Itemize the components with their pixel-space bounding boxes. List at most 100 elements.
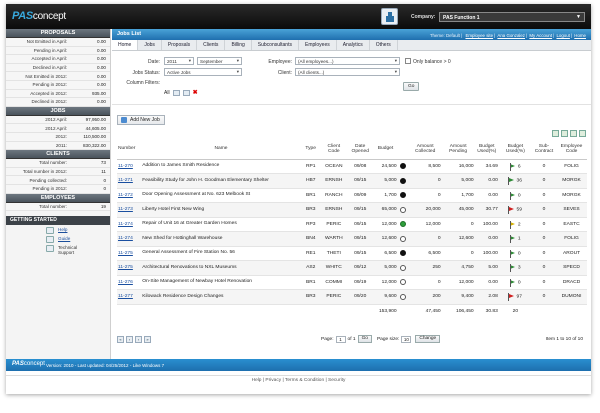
logout-link[interactable]: Logout bbox=[556, 33, 570, 38]
job-number-link[interactable]: 11-277 bbox=[118, 294, 133, 300]
job-number-cell[interactable]: 11-273 bbox=[117, 202, 142, 218]
prev-page-icon[interactable]: ‹ bbox=[126, 335, 133, 343]
tab-others[interactable]: Others bbox=[370, 40, 398, 50]
page-go-button[interactable]: Go bbox=[357, 335, 372, 343]
employee-site-link[interactable]: Employee site bbox=[465, 33, 494, 38]
table-row[interactable]: 11-275 General Assessment of Fire Station… bbox=[117, 246, 587, 261]
amount-pending-cell: 12,000 bbox=[441, 275, 475, 290]
sidebar-client-row: Pending in 2012: 0 bbox=[6, 184, 110, 194]
export-excel-icon[interactable] bbox=[561, 130, 568, 137]
job-number-link[interactable]: 11-275 bbox=[118, 265, 133, 271]
sidebar-proposal-value: 935.00 bbox=[91, 90, 106, 96]
totals-row: 153,900 47,450 106,450 30.83 20 bbox=[117, 304, 587, 319]
guide-link[interactable]: Guide bbox=[6, 234, 110, 244]
tab-employees[interactable]: Employees bbox=[299, 40, 337, 50]
change-page-size-button[interactable]: Change bbox=[415, 335, 441, 343]
home-link[interactable]: Home bbox=[574, 33, 586, 38]
amount-collected-cell: 20,000 bbox=[408, 202, 442, 218]
export-csv-icon[interactable] bbox=[570, 130, 577, 137]
last-page-icon[interactable]: » bbox=[144, 335, 151, 343]
col-budget-used-flag[interactable]: Budget Used(%) bbox=[498, 139, 532, 160]
job-number-cell[interactable]: 11-275 bbox=[117, 246, 142, 261]
job-number-cell[interactable]: 11-277 bbox=[117, 289, 142, 305]
print-icon[interactable] bbox=[579, 130, 586, 137]
employee-select[interactable]: (All employees...) ▾ bbox=[295, 57, 400, 65]
job-number-cell[interactable]: 11-271 bbox=[117, 173, 142, 189]
job-number-cell[interactable]: 11-274 bbox=[117, 217, 142, 232]
page-size-input[interactable]: 10 bbox=[401, 335, 412, 343]
client-select[interactable]: (All clients...) ▾ bbox=[295, 68, 400, 76]
clear-filter-icon[interactable]: ✖ bbox=[192, 90, 198, 96]
tab-proposals[interactable]: Proposals bbox=[162, 40, 198, 50]
my-account-link[interactable]: My Account bbox=[529, 33, 553, 38]
user-name-link[interactable]: Ana Gonzalez bbox=[497, 33, 526, 38]
table-row[interactable]: 11-275 Architectural Renovations to NXL M… bbox=[117, 260, 587, 276]
job-number-cell[interactable]: 11-275 bbox=[117, 260, 142, 276]
sidebar-proposal-label: Accepted in 2012: bbox=[30, 90, 67, 96]
sidebar-client-label: Total number in 2012: bbox=[22, 169, 67, 175]
job-number-link[interactable]: 11-274 bbox=[118, 236, 133, 242]
col-amount-pending[interactable]: Amount Pending bbox=[441, 139, 475, 160]
job-number-cell[interactable]: 11-274 bbox=[117, 231, 142, 247]
add-new-job-button[interactable]: Add New Job bbox=[117, 115, 165, 125]
job-type-cell: RP1 bbox=[300, 159, 321, 174]
footer-links[interactable]: Help | Privacy | Terms & Condition | Sec… bbox=[251, 378, 346, 383]
table-row[interactable]: 11-274 New Shed for Hottinghall Warehouse… bbox=[117, 231, 587, 247]
job-number-link[interactable]: 11-271 bbox=[118, 178, 133, 184]
column-filter-value: All bbox=[164, 89, 170, 96]
col-number[interactable]: Number bbox=[117, 139, 142, 160]
col-sub-contract[interactable]: Sub-Contract bbox=[531, 139, 557, 160]
table-row[interactable]: 11-277 Kilowack Residence Design Changes B… bbox=[117, 289, 587, 305]
table-row[interactable]: 11-273 Liberty Hotel First New Wing BR3 ERN… bbox=[117, 202, 587, 218]
sidebar-proposal-row: Accepted in 2012: 935.00 bbox=[6, 89, 110, 99]
column-filter-edit-icon[interactable] bbox=[182, 89, 190, 96]
first-page-icon[interactable]: « bbox=[117, 335, 124, 343]
technical-support-link[interactable]: Technical Support bbox=[6, 243, 110, 255]
job-number-link[interactable]: 11-270 bbox=[118, 163, 133, 169]
job-number-cell[interactable]: 11-270 bbox=[117, 159, 142, 174]
month-select[interactable]: September ▾ bbox=[197, 57, 242, 65]
column-filter-icon[interactable] bbox=[172, 89, 180, 96]
col-budget[interactable]: Budget bbox=[373, 139, 398, 160]
tab-jobs[interactable]: Jobs bbox=[138, 40, 162, 50]
year-select[interactable]: 2011 ▾ bbox=[164, 57, 194, 65]
col-employee-code[interactable]: Employee Code bbox=[556, 139, 587, 160]
status-dot-cell bbox=[397, 173, 409, 189]
job-number-link[interactable]: 11-273 bbox=[118, 207, 133, 213]
table-row[interactable]: 11-271 Feasibility Study for John H. Good… bbox=[117, 173, 587, 189]
amount-collected-cell: 0 bbox=[408, 231, 442, 247]
tab-subconsultants[interactable]: Subconsultants bbox=[252, 40, 299, 50]
table-row[interactable]: 11-272 Door Opening Assessment at No. 623… bbox=[117, 188, 587, 203]
col-date-opened[interactable]: Date Opened bbox=[347, 139, 374, 160]
col-name[interactable]: Name bbox=[141, 139, 301, 160]
job-number-link[interactable]: 11-274 bbox=[118, 221, 133, 227]
go-button[interactable]: Go bbox=[403, 82, 420, 91]
only-balance-checkbox[interactable] bbox=[405, 58, 411, 64]
col-budget-used-pct[interactable]: Budget Used(%) bbox=[474, 139, 499, 160]
tab-clients[interactable]: Clients bbox=[197, 40, 226, 50]
job-number-link[interactable]: 11-272 bbox=[118, 192, 133, 198]
col-client-code[interactable]: Client Code bbox=[320, 139, 348, 160]
table-row[interactable]: 11-274 Repair of Unit 16 at Greater Garde… bbox=[117, 217, 587, 232]
help-link[interactable]: Help bbox=[6, 225, 110, 235]
table-row[interactable]: 11-270 Addition to James Smith Residence R… bbox=[117, 159, 587, 174]
company-select[interactable]: PAS Function 1 ▼ bbox=[439, 12, 585, 22]
divider bbox=[6, 375, 591, 376]
next-page-icon[interactable]: › bbox=[135, 335, 142, 343]
job-number-cell[interactable]: 11-276 bbox=[117, 275, 142, 290]
job-number-link[interactable]: 11-276 bbox=[118, 279, 133, 285]
tab-home[interactable]: Home bbox=[112, 40, 139, 50]
sub-contract-cell: 0 bbox=[531, 260, 557, 276]
tab-analytics[interactable]: Analytics bbox=[337, 40, 370, 50]
sidebar-job-row: 2011: 830,322.00 bbox=[6, 141, 110, 151]
table-row[interactable]: 11-276 On-Site Management of Newbay Hotel… bbox=[117, 275, 587, 290]
col-amount-collected[interactable]: Amount Collected bbox=[408, 139, 442, 160]
job-number-link[interactable]: 11-275 bbox=[118, 250, 133, 256]
job-number-cell[interactable]: 11-272 bbox=[117, 188, 142, 203]
status-select[interactable]: Active Jobs ▾ bbox=[164, 68, 242, 76]
export-pdf-icon[interactable] bbox=[552, 130, 559, 137]
tab-billing[interactable]: Billing bbox=[225, 40, 252, 50]
budget-flag-icon bbox=[509, 162, 516, 171]
col-type[interactable]: Type bbox=[300, 139, 321, 160]
page-input[interactable]: 1 bbox=[335, 335, 346, 343]
